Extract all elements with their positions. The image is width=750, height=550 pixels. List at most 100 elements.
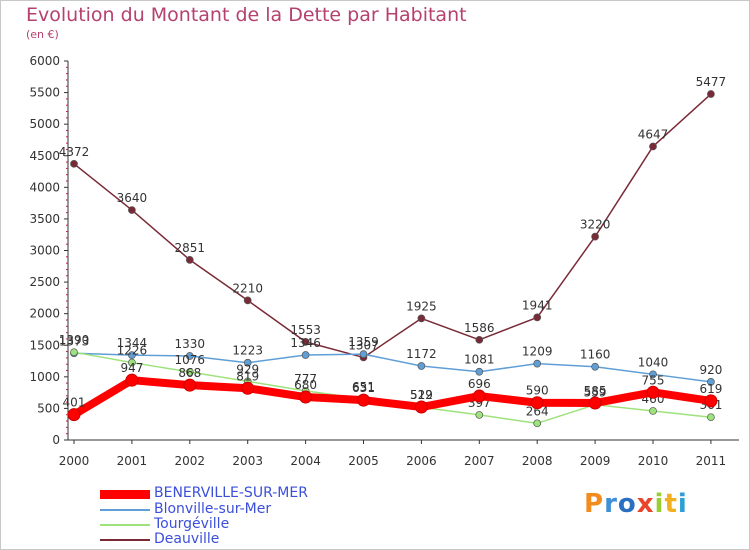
data-point-benerville-sur-mer [414, 400, 428, 414]
data-label-deauville: 2851 [175, 241, 206, 255]
data-label-deauville: 3220 [580, 218, 611, 232]
data-label-blonville-sur-mer: 1373 [59, 334, 90, 348]
y-tick-label: 500 [37, 401, 60, 415]
data-point-deauville [591, 232, 599, 241]
data-label-benerville-sur-mer: 755 [642, 373, 665, 387]
data-label-benerville-sur-mer: 868 [178, 366, 201, 380]
x-tick-label: 2009 [580, 454, 611, 468]
data-label-blonville-sur-mer: 1040 [638, 355, 669, 369]
chart-title: Evolution du Montant de la Dette par Hab… [26, 4, 467, 26]
data-label-deauville: 4372 [59, 145, 90, 159]
y-tick-label: 2500 [29, 275, 60, 289]
legend-swatch-tourgeville [100, 524, 150, 526]
x-tick-label: 2007 [464, 454, 495, 468]
data-label-blonville-sur-mer: 1172 [406, 347, 437, 361]
data-point-benerville-sur-mer [125, 373, 139, 387]
data-label-deauville: 3640 [117, 191, 148, 205]
data-label-deauville: 1941 [522, 298, 553, 312]
x-tick-label: 2008 [522, 454, 553, 468]
data-point-deauville [475, 335, 484, 344]
data-point-benerville-sur-mer [183, 378, 197, 392]
data-label-benerville-sur-mer: 585 [584, 384, 607, 398]
x-tick-label: 2006 [406, 454, 437, 468]
data-point-blonville-sur-mer [475, 367, 484, 376]
data-point-benerville-sur-mer [530, 396, 544, 410]
series-line-blonville-sur-mer [73, 352, 712, 383]
y-tick-label: 4000 [29, 180, 60, 194]
data-point-deauville [128, 206, 136, 214]
data-label-blonville-sur-mer: 1359 [348, 335, 379, 349]
data-point-blonville-sur-mer [359, 350, 368, 359]
x-tick-label: 2004 [290, 454, 321, 468]
data-label-benerville-sur-mer: 696 [468, 377, 491, 391]
data-point-blonville-sur-mer [128, 351, 136, 359]
data-point-tourg-ville [128, 358, 136, 367]
logo-letter: i [677, 489, 688, 519]
data-point-tourg-ville [707, 413, 715, 422]
data-label-deauville: 1586 [464, 321, 495, 335]
data-label-tourg-ville: 1390 [59, 333, 90, 347]
x-tick-label: 2010 [638, 454, 669, 468]
data-point-deauville [185, 256, 194, 264]
unit-label: (en €) [26, 28, 59, 41]
data-point-benerville-sur-mer [357, 393, 370, 407]
y-tick-label: 1000 [29, 370, 60, 384]
x-tick-label: 2000 [59, 454, 90, 468]
data-label-tourg-ville: 1226 [117, 344, 148, 358]
data-point-deauville [707, 90, 715, 98]
data-label-tourg-ville: 519 [410, 388, 433, 402]
logo-letter: o [617, 489, 637, 519]
data-label-tourg-ville: 929 [236, 362, 259, 376]
data-label-deauville: 1307 [348, 338, 379, 352]
data-point-blonville-sur-mer [591, 362, 599, 371]
series-line-benerville-sur-mer [70, 376, 715, 419]
y-tick-label: 4500 [29, 149, 60, 163]
data-label-benerville-sur-mer: 522 [410, 388, 433, 402]
data-label-benerville-sur-mer: 590 [526, 384, 549, 398]
proxiti-logo[interactable]: Proxiti [584, 489, 688, 519]
y-tick-label: 3500 [29, 212, 60, 226]
data-point-tourg-ville [649, 407, 657, 415]
data-point-deauville [649, 142, 657, 151]
data-point-tourg-ville [185, 368, 194, 376]
data-label-deauville: 5477 [696, 75, 727, 89]
x-tick-label: 2005 [348, 454, 379, 468]
data-label-deauville: 4647 [638, 127, 669, 141]
data-label-tourg-ville: 777 [294, 372, 317, 386]
y-tick-label: 3000 [29, 244, 60, 258]
series-line-tourg-ville [73, 351, 712, 425]
x-tick-label: 2011 [696, 454, 727, 468]
data-point-tourg-ville [533, 419, 542, 428]
logo-letter: i [654, 489, 665, 519]
y-tick-label: 5500 [29, 86, 60, 100]
y-tick-label: 1500 [29, 338, 60, 352]
data-point-deauville [243, 296, 252, 305]
data-label-deauville: 1553 [290, 323, 321, 337]
data-label-blonville-sur-mer: 1344 [117, 336, 148, 350]
data-label-tourg-ville: 264 [526, 404, 549, 418]
data-label-deauville: 1925 [406, 299, 437, 313]
x-tick-label: 2002 [175, 454, 206, 468]
data-point-benerville-sur-mer [704, 394, 718, 408]
y-tick-label: 2000 [29, 307, 60, 321]
legend-label-tourgeville: Tourgéville [154, 516, 230, 532]
logo-letter: x [636, 489, 655, 519]
data-label-benerville-sur-mer: 819 [236, 369, 259, 383]
data-point-blonville-sur-mer [185, 352, 194, 360]
series-line-deauville [73, 93, 712, 359]
data-point-blonville-sur-mer [417, 362, 426, 370]
data-label-blonville-sur-mer: 1346 [290, 336, 321, 350]
data-point-benerville-sur-mer [646, 385, 660, 399]
data-point-deauville [70, 159, 78, 168]
data-label-deauville: 2210 [232, 281, 263, 295]
data-label-blonville-sur-mer: 1223 [232, 344, 263, 358]
data-label-benerville-sur-mer: 619 [699, 382, 722, 396]
data-label-blonville-sur-mer: 920 [699, 363, 722, 377]
data-label-tourg-ville: 1076 [175, 353, 206, 367]
data-point-benerville-sur-mer [588, 396, 602, 410]
logo-letter: r [604, 489, 618, 519]
data-label-blonville-sur-mer: 1081 [464, 353, 495, 367]
y-tick-label: 5000 [29, 117, 60, 131]
